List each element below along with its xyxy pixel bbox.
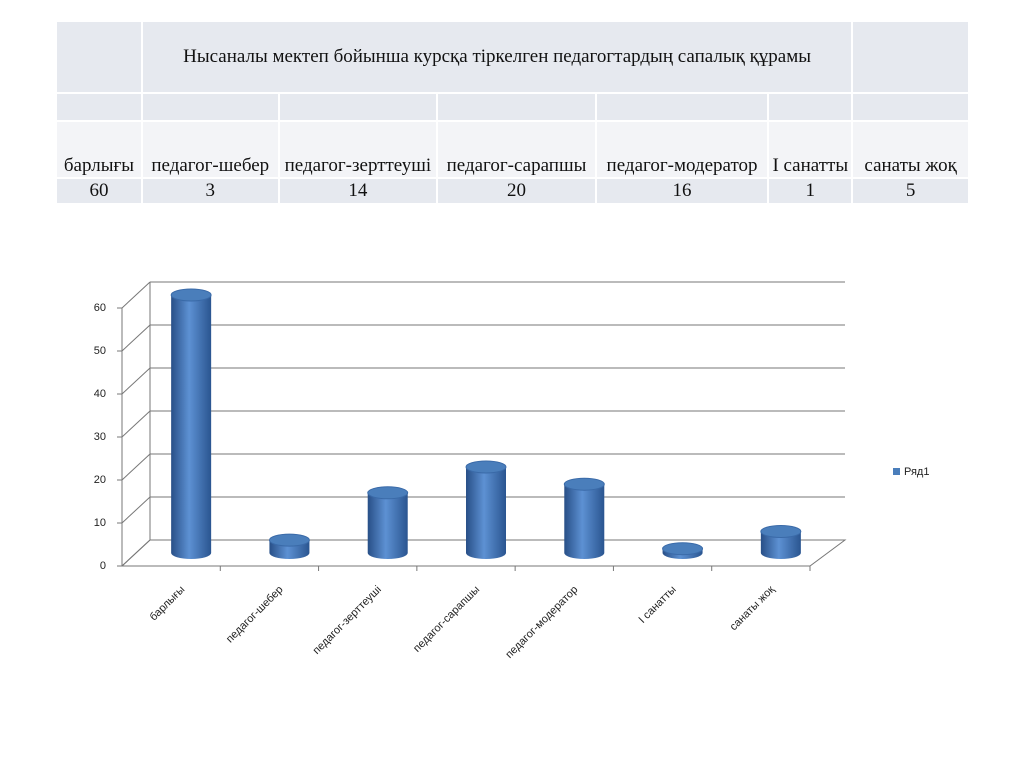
x-tick-label: педагог-шебер (224, 584, 286, 646)
x-tick-label: педагог-модератор (503, 584, 580, 661)
cylinder-body (564, 484, 605, 559)
grid-line (121, 539, 151, 567)
y-tick-label: 30 (94, 431, 106, 443)
cylinder-body (760, 531, 801, 559)
x-tick-label: I санатты (637, 584, 679, 626)
legend-label: Ряд1 (904, 466, 929, 478)
legend-swatch (893, 468, 900, 475)
y-tick-label: 10 (94, 517, 106, 529)
y-tick-label: 40 (94, 388, 106, 400)
cylinder-top (268, 533, 310, 547)
bar (465, 460, 507, 559)
cylinder-top (563, 477, 605, 491)
cylinder-body (171, 295, 212, 559)
column-header: педагог-зерттеуші (277, 120, 439, 179)
cell (851, 20, 970, 94)
bar (760, 525, 802, 559)
table-value: 60 (55, 177, 143, 205)
cylinder-top (760, 525, 802, 538)
grid-line (121, 453, 151, 481)
cylinder-body (367, 492, 408, 559)
column-header: барлығы (55, 120, 143, 179)
cylinder-top (465, 460, 507, 474)
bar (268, 533, 310, 559)
data-table: Нысаналы мектеп бойынша курсқа тіркелген… (55, 20, 970, 205)
cylinder-body (466, 467, 506, 559)
column-header: педагог-сарапшы (436, 120, 597, 179)
y-tick-label: 60 (94, 302, 106, 314)
cylinder-top (170, 288, 212, 302)
column-header: I санатты (767, 120, 854, 179)
y-tick-label: 0 (100, 560, 106, 572)
grid-line (121, 496, 151, 524)
cylinder-top (367, 486, 409, 500)
grid-line (121, 324, 151, 352)
column-header: педагог-модератор (594, 120, 770, 179)
grid-line (121, 281, 151, 309)
table-value: 16 (594, 177, 770, 205)
table-title: Нысаналы мектеп бойынша курсқа тіркелген… (140, 20, 854, 94)
table-value: 5 (851, 177, 970, 205)
table-value: 20 (436, 177, 597, 205)
y-tick-label: 50 (94, 345, 106, 357)
x-tick-label: педагог-зерттеуші (311, 584, 384, 657)
grid-line (121, 367, 151, 395)
x-tick-label: санаты жоқ (728, 584, 778, 634)
cylinder-top (662, 542, 704, 556)
cell (55, 20, 143, 94)
bar (367, 486, 409, 559)
x-tick-label: педагог-сарапшы (411, 584, 482, 655)
column-header: санаты жоқ (851, 120, 970, 179)
bar (170, 288, 212, 559)
column-header: педагог-шебер (140, 120, 280, 179)
table-value: 1 (767, 177, 854, 205)
grid-line (121, 410, 151, 438)
y-tick-label: 20 (94, 474, 106, 486)
table-value: 14 (277, 177, 439, 205)
bar (662, 542, 704, 559)
bar (563, 477, 605, 559)
table-value: 3 (140, 177, 280, 205)
x-tick-label: барлығы (148, 584, 188, 624)
